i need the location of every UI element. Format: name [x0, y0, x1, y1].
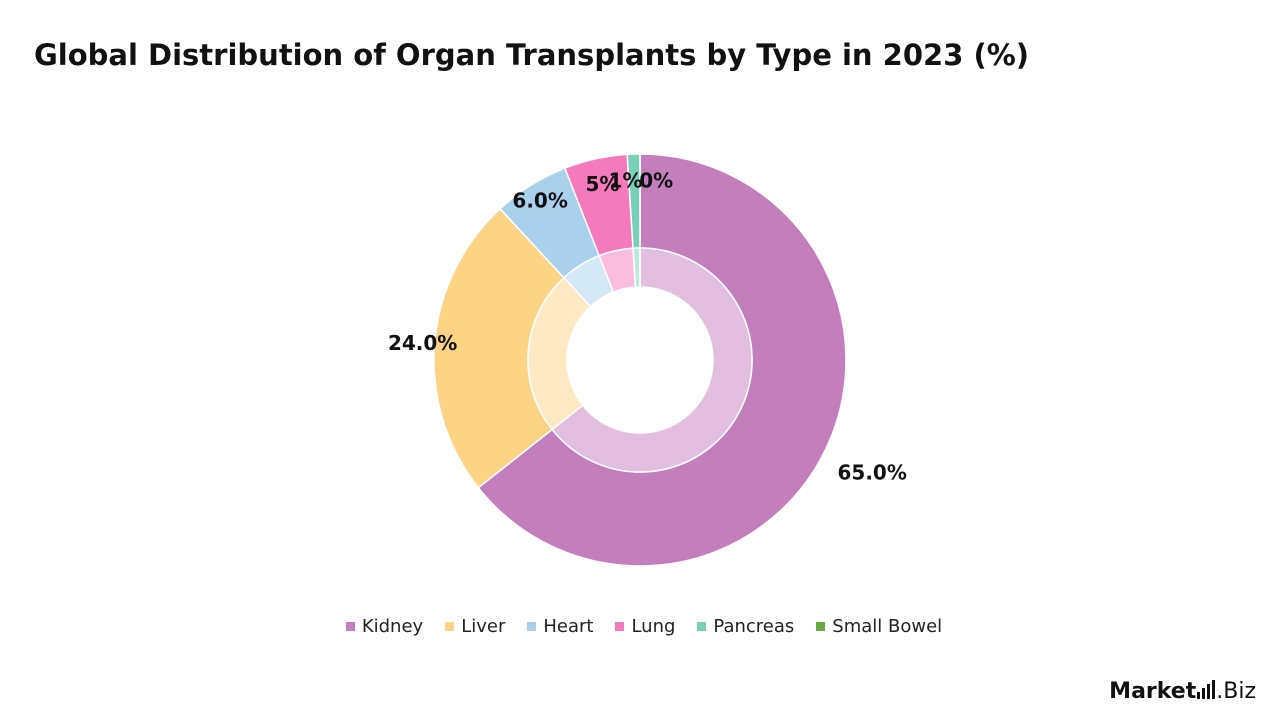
data-label-small-bowel: 0% — [639, 169, 673, 193]
bar-chart-icon — [1197, 680, 1216, 699]
data-label-pancreas: 1% — [609, 169, 643, 193]
brand-logo: Market .Biz — [1109, 679, 1256, 704]
legend-item-small-bowel: Small Bowel — [816, 616, 942, 637]
legend-item-heart: Heart — [527, 616, 593, 637]
legend-item-pancreas: Pancreas — [697, 616, 794, 637]
chart-legend: Kidney Liver Heart Lung Pancreas Small Bowel — [0, 616, 1280, 637]
legend-item-lung: Lung — [615, 616, 675, 637]
slice-inner-pancreas — [632, 247, 641, 288]
data-label-kidney: 65.0% — [838, 460, 907, 484]
legend-label-pancreas: Pancreas — [713, 616, 795, 637]
legend-swatch-small-bowel — [816, 622, 826, 631]
brand-name-suffix: .Biz — [1216, 679, 1256, 704]
chart-title: Global Distribution of Organ Transplants… — [34, 38, 1030, 72]
legend-item-kidney: Kidney — [345, 616, 424, 637]
brand-name-prefix: Market — [1109, 679, 1197, 704]
legend-swatch-pancreas — [697, 622, 707, 631]
legend-label-kidney: Kidney — [361, 616, 424, 637]
slice-inner-kidney — [551, 247, 753, 473]
data-label-heart: 6.0% — [512, 189, 567, 213]
legend-label-lung: Lung — [631, 616, 676, 637]
legend-swatch-kidney — [345, 622, 355, 631]
data-label-lung: 5% — [585, 172, 619, 196]
legend-label-heart: Heart — [543, 616, 594, 637]
legend-label-small-bowel: Small Bowel — [832, 616, 943, 637]
legend-swatch-liver — [445, 622, 455, 631]
legend-swatch-lung — [615, 622, 625, 631]
legend-item-liver: Liver — [445, 616, 505, 637]
legend-swatch-heart — [527, 622, 537, 631]
data-label-liver: 24.0% — [388, 331, 457, 355]
legend-label-liver: Liver — [461, 616, 506, 637]
